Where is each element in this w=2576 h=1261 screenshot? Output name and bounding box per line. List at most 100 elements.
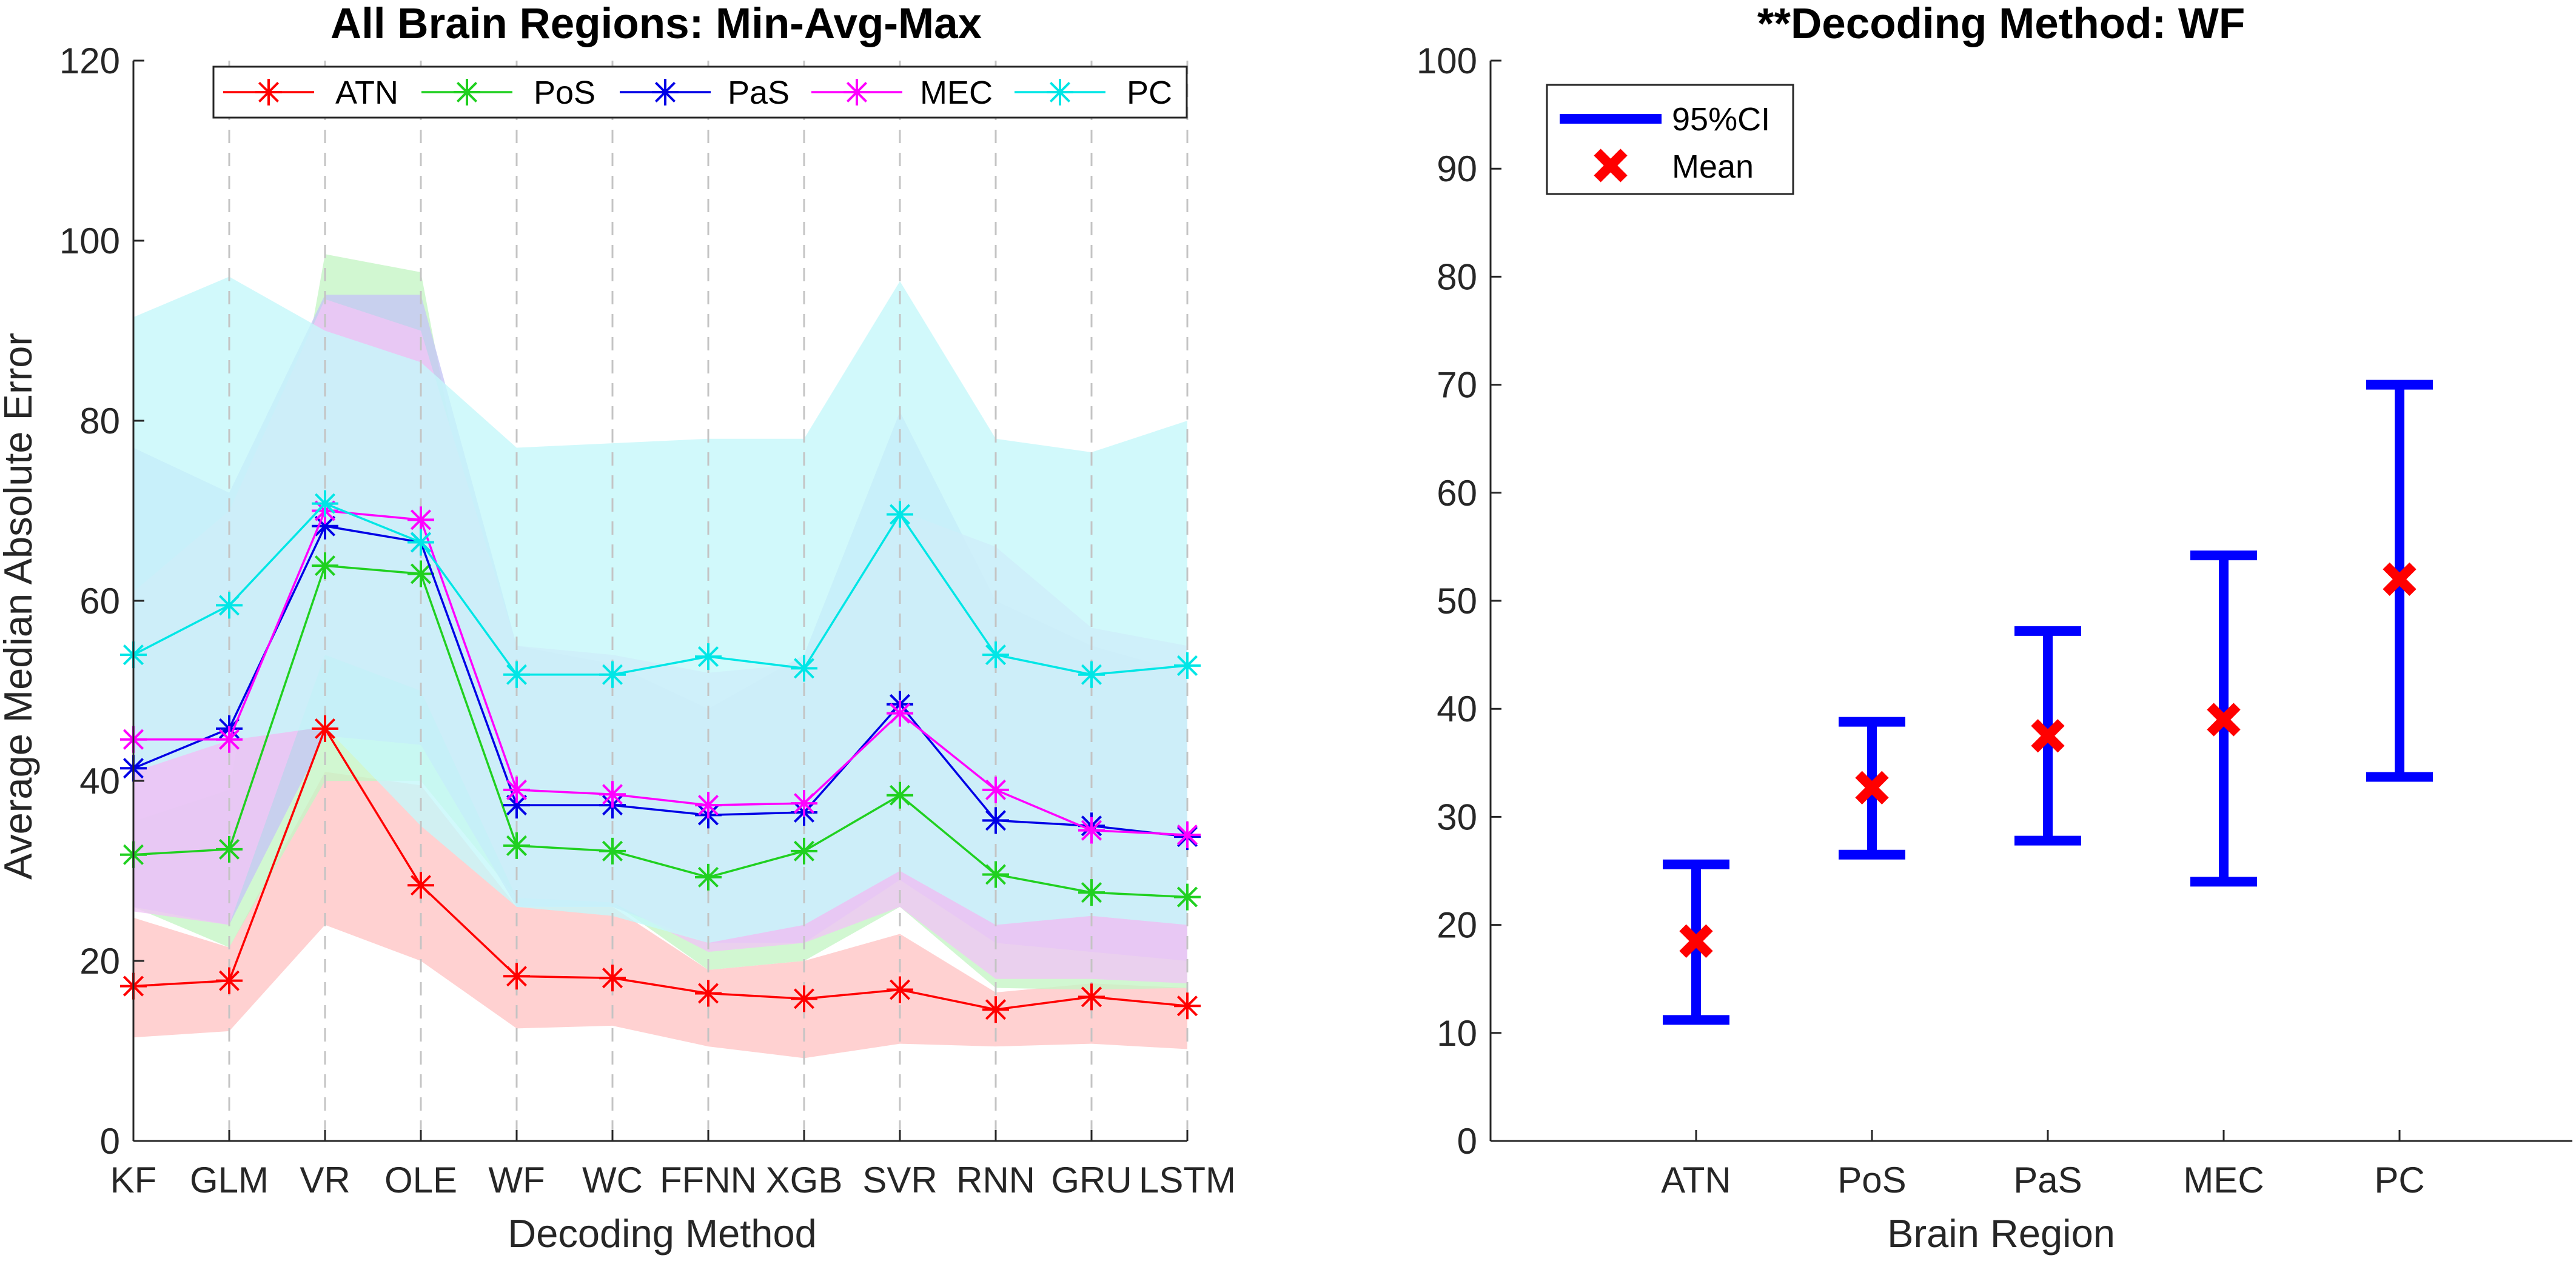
marker-pos-wc: [599, 838, 626, 865]
marker-atn-xgb: [791, 985, 817, 1012]
marker-atn-gru-glyph: [1078, 983, 1105, 1010]
legend-label-atn: ATN: [335, 75, 398, 111]
marker-atn-lstm-glyph: [1174, 992, 1201, 1019]
left-x-axis-label: Decoding Method: [508, 1211, 817, 1256]
marker-mec-glm: [216, 726, 243, 753]
marker-mec-wf: [503, 777, 530, 803]
marker-pos-xgb: [791, 838, 817, 865]
y-tick-label-60: 60: [79, 581, 120, 621]
marker-mec-rnn: [982, 777, 1009, 803]
right-legend: 95%CI Mean: [1547, 85, 1793, 194]
marker-mec-glm-glyph: [216, 726, 243, 753]
x-tick-label-xgb: XGB: [766, 1160, 843, 1200]
legend-marker-mec: [844, 79, 870, 105]
marker-atn-lstm: [1174, 992, 1201, 1019]
marker-atn-wf: [503, 963, 530, 989]
marker-mec-ffnn: [695, 792, 722, 818]
marker-mec-xgb-glyph: [791, 790, 817, 817]
x-tick-label-rnn: RNN: [956, 1160, 1035, 1200]
marker-pos-glm: [216, 836, 243, 863]
marker-pc-gru: [1078, 661, 1105, 688]
legend-marker-mec-glyph: [844, 79, 870, 105]
marker-pc-ole-glyph: [408, 529, 434, 555]
marker-mec-svr-glyph: [887, 700, 913, 727]
marker-pc-wf: [503, 661, 530, 688]
r-y-tick-label-50: 50: [1437, 581, 1477, 621]
marker-pc-ffnn: [695, 643, 722, 670]
r-y-tick-label-20: 20: [1437, 905, 1477, 946]
x-tick-label-wf: WF: [488, 1160, 545, 1200]
marker-pc-ffnn-glyph: [695, 643, 722, 670]
marker-pc-rnn-glyph: [982, 641, 1009, 668]
marker-pc-vr-glyph: [312, 490, 338, 517]
marker-atn-ffnn: [695, 980, 722, 1006]
marker-atn-svr-glyph: [887, 977, 913, 1003]
right-x-axis-label: Brain Region: [1887, 1211, 2115, 1256]
r-y-tick-label-40: 40: [1437, 689, 1477, 729]
marker-pos-xgb-glyph: [791, 838, 817, 865]
marker-pos-gru: [1078, 879, 1105, 906]
y-tick-label-20: 20: [79, 941, 120, 982]
marker-atn-vr: [312, 715, 338, 742]
r-y-tick-label-0: 0: [1457, 1121, 1477, 1162]
marker-pc-svr-glyph: [887, 501, 913, 527]
legend-marker-pc: [1047, 79, 1073, 105]
marker-atn-xgb-glyph: [791, 985, 817, 1012]
right-chart-title: **Decoding Method: WF: [1757, 0, 2246, 48]
marker-mec-lstm: [1174, 821, 1201, 848]
marker-mec-rnn-glyph: [982, 777, 1009, 803]
marker-pos-gru-glyph: [1078, 879, 1105, 906]
marker-pos-ole: [408, 560, 434, 587]
left-y-axis-label: Average Median Absolute Error: [0, 333, 40, 880]
left-legend: ATN PoS PaS MEC PC: [213, 67, 1187, 118]
marker-pc-svr: [887, 501, 913, 527]
marker-pc-wc-glyph: [599, 661, 626, 688]
marker-atn-rnn: [982, 996, 1009, 1023]
y-tick-label-40: 40: [79, 761, 120, 801]
marker-pos-ole-glyph: [408, 560, 434, 587]
marker-mec-wf-glyph: [503, 777, 530, 803]
legend-marker-pas: [652, 79, 679, 105]
legend-label-mec: MEC: [920, 75, 993, 111]
marker-atn-ole: [408, 872, 434, 898]
legend-marker-pas-glyph: [652, 79, 679, 105]
x-tick-label-ole: OLE: [384, 1160, 457, 1200]
legend-label-pos: PoS: [534, 75, 595, 111]
marker-mec-gru: [1078, 817, 1105, 844]
marker-atn-ole-glyph: [408, 872, 434, 898]
y-tick-label-120: 120: [59, 41, 120, 81]
r-y-tick-label-80: 80: [1437, 256, 1477, 297]
marker-atn-wc-glyph: [599, 965, 626, 991]
marker-pc-gru-glyph: [1078, 661, 1105, 688]
marker-pos-lstm-glyph: [1174, 884, 1201, 911]
marker-pc-glm: [216, 592, 243, 618]
legend-marker-atn: [255, 79, 282, 105]
marker-pc-xgb-glyph: [791, 655, 817, 681]
marker-pos-ffnn: [695, 864, 722, 891]
marker-mec-gru-glyph: [1078, 817, 1105, 844]
marker-atn-vr-glyph: [312, 715, 338, 742]
marker-atn-ffnn-glyph: [695, 980, 722, 1006]
marker-pc-glm-glyph: [216, 592, 243, 618]
marker-atn-glm-glyph: [216, 968, 243, 994]
marker-atn-glm: [216, 968, 243, 994]
x-tick-label-svr: SVR: [862, 1160, 937, 1200]
x-tick-label-glm: GLM: [190, 1160, 269, 1200]
marker-pos-ffnn-glyph: [695, 864, 722, 891]
x-tick-label-kf: KF: [110, 1160, 157, 1200]
x-tick-label-vr: VR: [300, 1160, 350, 1200]
marker-pos-wc-glyph: [599, 838, 626, 865]
legend-mean-label: Mean: [1672, 149, 1754, 185]
r-y-tick-label-30: 30: [1437, 797, 1477, 837]
marker-mec-xgb: [791, 790, 817, 817]
figure: 020406080100120KF GLM VR OLE WF WC FFNN XGB SVR R…: [0, 0, 2576, 1261]
legend-label-pas: PaS: [728, 75, 790, 111]
marker-atn-svr: [887, 977, 913, 1003]
marker-pas-rnn-glyph: [982, 807, 1009, 834]
y-tick-label-80: 80: [79, 401, 120, 441]
marker-pos-svr-glyph: [887, 782, 913, 809]
marker-mec-wc: [599, 781, 626, 808]
marker-pc-lstm: [1174, 652, 1201, 679]
r-x-tick-label-pc: PC: [2374, 1160, 2424, 1200]
marker-pc-xgb: [791, 655, 817, 681]
